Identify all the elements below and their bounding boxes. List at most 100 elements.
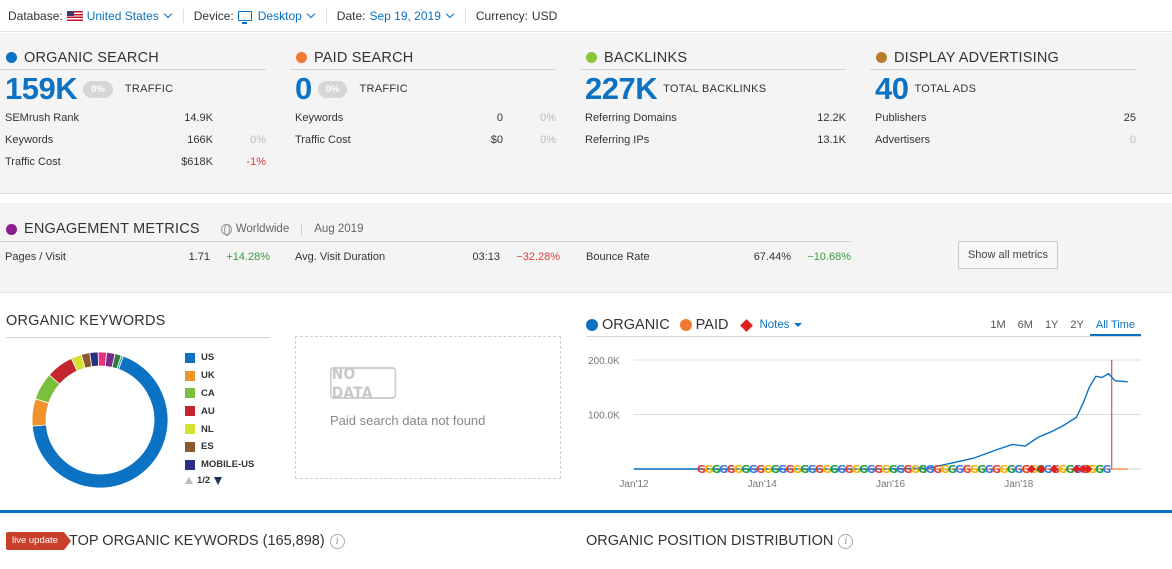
range-all-time[interactable]: All Time (1089, 313, 1141, 337)
google-update-marker[interactable]: G (844, 463, 853, 476)
date-filter[interactable]: Date: Sep 19, 2019 (337, 8, 466, 23)
previous-page-icon[interactable] (185, 477, 193, 485)
google-update-marker[interactable]: G (719, 463, 728, 476)
donut-slice[interactable] (31, 398, 50, 427)
google-update-marker[interactable]: G (903, 463, 912, 476)
google-update-marker[interactable]: G (741, 463, 750, 476)
keywords-donut-chart[interactable] (30, 350, 170, 490)
google-update-marker[interactable]: G (807, 463, 816, 476)
info-icon[interactable]: i (838, 533, 854, 549)
metric-value[interactable]: $618K (181, 156, 213, 168)
google-update-marker[interactable]: G (911, 463, 920, 476)
legend-item[interactable]: US (185, 349, 254, 367)
organic-title[interactable]: ORGANIC SEARCH (24, 49, 159, 66)
google-update-marker[interactable]: G (866, 463, 875, 476)
google-update-marker[interactable]: G (881, 463, 890, 476)
range-1y[interactable]: 1Y (1044, 319, 1059, 331)
google-update-marker[interactable]: G (830, 463, 839, 476)
google-update-marker[interactable]: G (1058, 463, 1067, 476)
display-ads-value[interactable]: 40 (875, 71, 909, 106)
database-filter[interactable]: Database: United States (8, 8, 184, 23)
google-update-marker[interactable]: G (948, 463, 957, 476)
google-update-marker[interactable]: G (970, 463, 979, 476)
google-update-marker[interactable]: G (1007, 463, 1016, 476)
paid-traffic-value[interactable]: 0 (295, 71, 312, 106)
chevron-down-icon[interactable] (306, 9, 316, 19)
range-1m[interactable]: 1M (990, 319, 1006, 331)
donut-slice[interactable] (116, 354, 124, 370)
range-6m[interactable]: 6M (1017, 319, 1033, 331)
google-update-marker[interactable]: G (889, 463, 898, 476)
google-update-marker[interactable]: G (933, 463, 942, 476)
notes-dropdown[interactable]: Notes (738, 318, 802, 332)
google-update-marker[interactable]: G (1088, 463, 1097, 476)
device-filter[interactable]: Device: Desktop (194, 8, 327, 24)
metric-value[interactable]: 25 (1123, 112, 1136, 124)
metric-value[interactable]: 0 (496, 112, 503, 124)
metric-value[interactable]: $0 (490, 134, 503, 146)
google-update-marker[interactable]: G (1102, 463, 1111, 476)
google-update-marker[interactable]: G (977, 463, 986, 476)
legend-paid[interactable]: PAID (679, 317, 728, 333)
google-update-marker[interactable]: G (822, 463, 831, 476)
google-update-marker[interactable]: G (874, 463, 883, 476)
google-update-marker[interactable]: G (756, 463, 765, 476)
google-update-marker[interactable]: G (896, 463, 905, 476)
google-update-marker[interactable]: G (1095, 463, 1104, 476)
google-update-marker[interactable]: G (1043, 463, 1052, 476)
google-update-marker[interactable]: G (800, 463, 809, 476)
display-title[interactable]: DISPLAY ADVERTISING (894, 49, 1059, 66)
range-2y[interactable]: 2Y (1070, 319, 1084, 331)
legend-item[interactable]: ES (185, 438, 254, 456)
google-update-marker[interactable]: G (852, 463, 861, 476)
google-update-marker[interactable]: G (748, 463, 757, 476)
google-update-marker[interactable]: G (704, 463, 713, 476)
google-update-marker[interactable]: G (955, 463, 964, 476)
legend-item[interactable]: NL (185, 420, 254, 438)
google-update-marker[interactable]: G (815, 463, 824, 476)
google-update-marker[interactable]: G (778, 463, 787, 476)
google-update-marker[interactable]: G (763, 463, 772, 476)
google-update-marker[interactable]: G (726, 463, 735, 476)
metric-value[interactable]: 12.2K (817, 112, 846, 124)
google-update-marker[interactable]: G (1066, 463, 1075, 476)
legend-item[interactable]: AU (185, 402, 254, 420)
google-update-marker[interactable]: G (1021, 463, 1030, 476)
note-marker[interactable] (1049, 464, 1059, 474)
paid-title[interactable]: PAID SEARCH (314, 49, 414, 66)
google-update-marker[interactable]: G (734, 463, 743, 476)
google-update-marker[interactable]: G (1014, 463, 1023, 476)
device-value[interactable]: Desktop (257, 8, 302, 23)
chevron-down-icon[interactable] (445, 9, 455, 19)
next-page-icon[interactable] (214, 476, 223, 485)
google-update-marker[interactable]: G (859, 463, 868, 476)
google-update-marker[interactable]: G (785, 463, 794, 476)
database-value[interactable]: United States (86, 8, 159, 23)
metric-value[interactable]: 166K (187, 134, 213, 146)
info-icon[interactable]: i (329, 533, 345, 549)
backlinks-value[interactable]: 227K (585, 71, 658, 106)
backlinks-title[interactable]: BACKLINKS (604, 49, 688, 66)
google-update-marker[interactable]: G (712, 463, 721, 476)
google-update-marker[interactable]: G (925, 463, 934, 476)
show-all-metrics-button[interactable]: Show all metrics (958, 241, 1058, 269)
google-update-marker[interactable]: G (793, 463, 802, 476)
google-update-marker[interactable]: G (962, 463, 971, 476)
legend-item[interactable]: MOBILE-US (185, 456, 254, 474)
date-value[interactable]: Sep 19, 2019 (369, 8, 441, 23)
legend-organic[interactable]: ORGANIC (586, 317, 670, 333)
organic-traffic-value[interactable]: 159K (5, 71, 78, 106)
google-update-marker[interactable]: G (771, 463, 780, 476)
google-update-marker[interactable]: G (837, 463, 846, 476)
chevron-down-icon[interactable] (163, 9, 172, 19)
google-update-marker[interactable]: G (940, 463, 949, 476)
metric-value[interactable]: 14.9K (184, 112, 213, 124)
metric-value[interactable]: 0 (1129, 134, 1136, 146)
google-update-marker[interactable]: G (697, 463, 706, 476)
legend-item[interactable]: UK (185, 367, 254, 385)
metric-value[interactable]: 13.1K (817, 134, 846, 146)
google-update-marker[interactable]: G (918, 463, 927, 476)
note-marker[interactable] (1036, 464, 1046, 474)
legend-item[interactable]: CA (185, 385, 254, 403)
